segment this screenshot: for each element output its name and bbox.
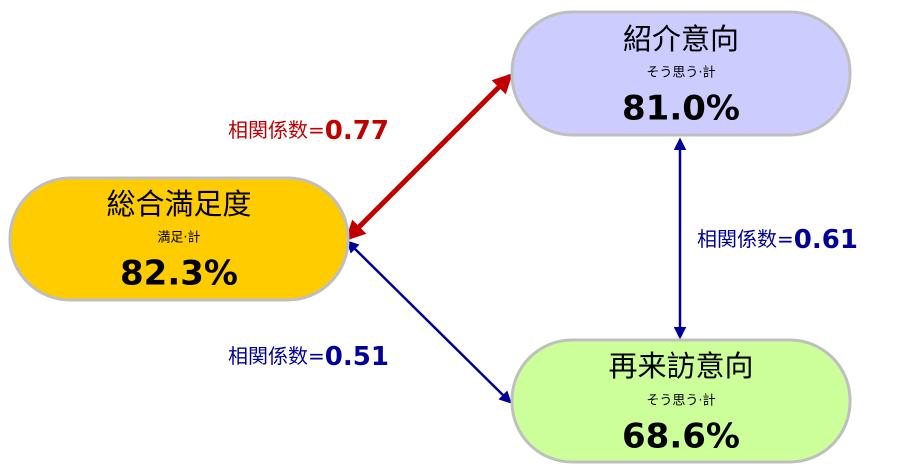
edge-label-text: 相関係数= (228, 344, 325, 368)
edge-value: 0.61 (794, 225, 858, 255)
node-subtitle: そう思う·計 (646, 393, 715, 409)
edge-value: 0.77 (325, 116, 389, 146)
node-box (8, 176, 350, 302)
edge-label-text: 相関係数= (228, 118, 325, 142)
node-value: 81.0% (622, 89, 740, 129)
node-title: 総合満足度 (106, 187, 251, 221)
node-box (510, 338, 852, 464)
edge-label-text: 相関係数= (697, 227, 794, 251)
arrow (345, 73, 513, 241)
node-subtitle: そう思う·計 (646, 65, 715, 81)
edge-value: 0.51 (325, 342, 389, 372)
edge-label: 相関係数=0.61 (697, 225, 858, 255)
arrow (346, 240, 512, 404)
edge-label: 相関係数=0.51 (228, 342, 389, 372)
node-title: 再来訪意向 (608, 349, 753, 383)
edge-label: 相関係数=0.77 (228, 116, 389, 146)
node-title: 紹介意向 (623, 22, 739, 56)
node-box (510, 10, 852, 137)
node-value: 68.6% (622, 417, 740, 457)
node-value: 82.3% (120, 254, 238, 294)
node-subtitle: 満足·計 (157, 230, 200, 246)
